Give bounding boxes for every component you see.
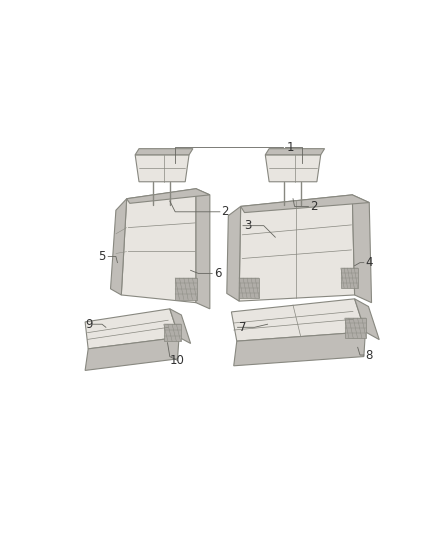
Polygon shape <box>341 268 358 288</box>
Text: 10: 10 <box>170 354 185 367</box>
Polygon shape <box>175 278 197 300</box>
Polygon shape <box>265 155 321 182</box>
Polygon shape <box>234 332 365 366</box>
Text: 9: 9 <box>85 318 92 330</box>
Text: 2: 2 <box>310 200 318 213</box>
Polygon shape <box>345 318 366 338</box>
Text: 5: 5 <box>98 250 106 263</box>
Polygon shape <box>85 309 179 349</box>
Text: 1: 1 <box>287 141 294 154</box>
Polygon shape <box>170 309 191 343</box>
Polygon shape <box>135 155 189 182</box>
Polygon shape <box>127 189 210 203</box>
Polygon shape <box>196 189 210 309</box>
Text: 6: 6 <box>214 267 221 280</box>
Polygon shape <box>239 195 355 301</box>
Polygon shape <box>239 278 259 298</box>
Polygon shape <box>352 195 371 303</box>
Polygon shape <box>110 199 127 295</box>
Polygon shape <box>164 324 180 341</box>
Text: 7: 7 <box>239 321 247 334</box>
Polygon shape <box>121 189 196 303</box>
Text: 2: 2 <box>221 205 229 219</box>
Polygon shape <box>135 149 193 155</box>
Polygon shape <box>231 299 365 341</box>
Polygon shape <box>85 337 179 370</box>
Polygon shape <box>227 206 240 301</box>
Text: 3: 3 <box>244 219 252 232</box>
Polygon shape <box>355 299 379 340</box>
Text: 4: 4 <box>365 256 373 269</box>
Polygon shape <box>240 195 369 213</box>
Polygon shape <box>265 149 325 155</box>
Text: 8: 8 <box>365 349 373 361</box>
